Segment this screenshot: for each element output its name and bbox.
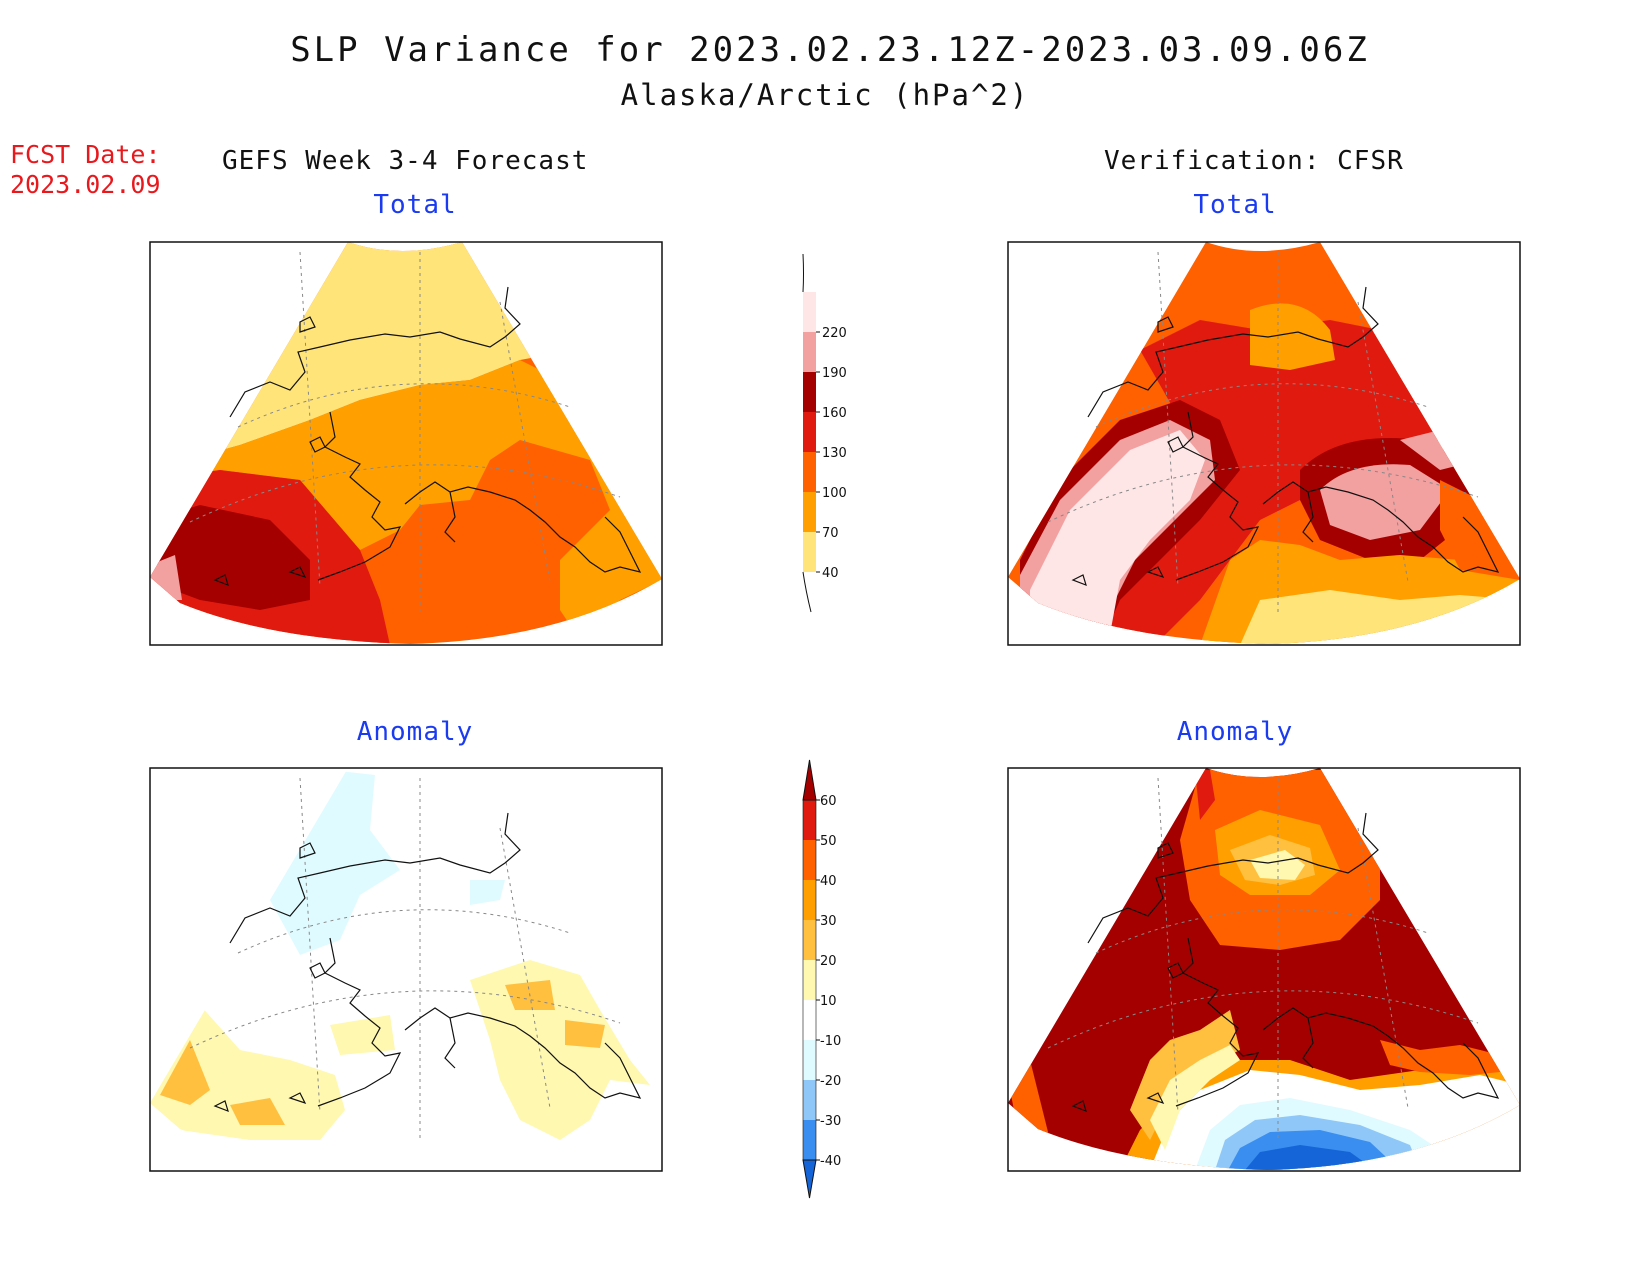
- anomaly-colorbar-top-cap: [802, 759, 817, 801]
- cfsr-anomaly-title: Anomaly: [1176, 717, 1294, 747]
- anomaly-colorbar-segment: [803, 800, 816, 840]
- total-colorbar-segment: [803, 532, 816, 572]
- total-colorbar-tick-label: 220: [822, 326, 847, 341]
- anomaly-colorbar-tick-label: 20: [820, 954, 837, 969]
- anomaly-colorbar-tick-label: 30: [820, 914, 837, 929]
- gefs-total-title: Total: [373, 190, 457, 220]
- anomaly-colorbar-segment: [803, 1120, 816, 1160]
- anomaly-colorbar-segment: [803, 1080, 816, 1120]
- total-colorbar-tick-label: 40: [822, 566, 839, 581]
- total-colorbar-segment: [803, 292, 816, 332]
- total-colorbar-segment: [803, 332, 816, 372]
- anomaly-colorbar-tick-label: -30: [820, 1114, 841, 1129]
- gefs-total-frame: [149, 241, 663, 646]
- gefs-column-heading: GEFS Week 3-4 Forecast: [222, 146, 589, 176]
- total-colorbar-segment: [803, 452, 816, 492]
- cfsr-total-map: [1007, 241, 1521, 646]
- anomaly-colorbar-segment: [803, 920, 816, 960]
- forecast-date-block: FCST Date: 2023.02.09: [10, 140, 161, 200]
- gefs-total-map: [149, 241, 663, 646]
- anomaly-colorbar-tick-label: -10: [820, 1034, 841, 1049]
- forecast-date-label: FCST Date:: [10, 140, 161, 169]
- total-colorbar-tick-label: 160: [822, 406, 847, 421]
- total-colorbar-segment: [803, 492, 816, 532]
- anomaly-colorbar-tick-label: 10: [820, 994, 837, 1009]
- total-colorbar: 40 70 100 130 160 190 220: [802, 253, 847, 613]
- anomaly-colorbar-tick-label: -20: [820, 1074, 841, 1089]
- gefs-anomaly-map: [149, 767, 663, 1172]
- cfsr-total-frame: [1007, 241, 1521, 646]
- anomaly-colorbar-segment: [803, 1000, 816, 1040]
- anomaly-colorbar-bottom-cap: [802, 1159, 817, 1199]
- anomaly-colorbar-segment: [803, 1040, 816, 1080]
- total-colorbar-segment: [803, 372, 816, 412]
- anomaly-colorbar: -40 -30 -20 -10 10 20 30 40 50 60: [802, 759, 841, 1199]
- total-colorbar-tick-label: 100: [822, 486, 847, 501]
- anomaly-colorbar-segment: [803, 880, 816, 920]
- figure-title: SLP Variance for 2023.02.23.12Z-2023.03.…: [290, 30, 1370, 70]
- anomaly-colorbar-tick-label: 40: [820, 874, 837, 889]
- anomaly-colorbar-segment: [803, 840, 816, 880]
- anomaly-colorbar-tick-label: -40: [820, 1154, 841, 1169]
- total-colorbar-bottom-cap: [802, 571, 812, 613]
- figure-subtitle: Alaska/Arctic (hPa^2): [620, 78, 1030, 112]
- total-colorbar-tick-label: 190: [822, 366, 847, 381]
- total-colorbar-tick-label: 70: [822, 526, 839, 541]
- gefs-anomaly-title: Anomaly: [356, 717, 474, 747]
- total-colorbar-segment: [803, 412, 816, 452]
- anomaly-colorbar-outline: [802, 799, 817, 1161]
- anomaly-colorbar-tick-label: 50: [820, 834, 837, 849]
- anomaly-colorbar-segment: [803, 960, 816, 1000]
- cfsr-anomaly-frame: [1007, 767, 1521, 1172]
- total-colorbar-top-cap: [802, 253, 804, 293]
- cfsr-column-heading: Verification: CFSR: [1104, 146, 1404, 176]
- gefs-anomaly-frame: [149, 767, 663, 1172]
- forecast-date-value: 2023.02.09: [10, 170, 161, 199]
- anomaly-colorbar-tick-label: 60: [820, 794, 837, 809]
- cfsr-total-title: Total: [1193, 190, 1277, 220]
- total-colorbar-tick-label: 130: [822, 446, 847, 461]
- cfsr-anomaly-map: [1007, 767, 1521, 1172]
